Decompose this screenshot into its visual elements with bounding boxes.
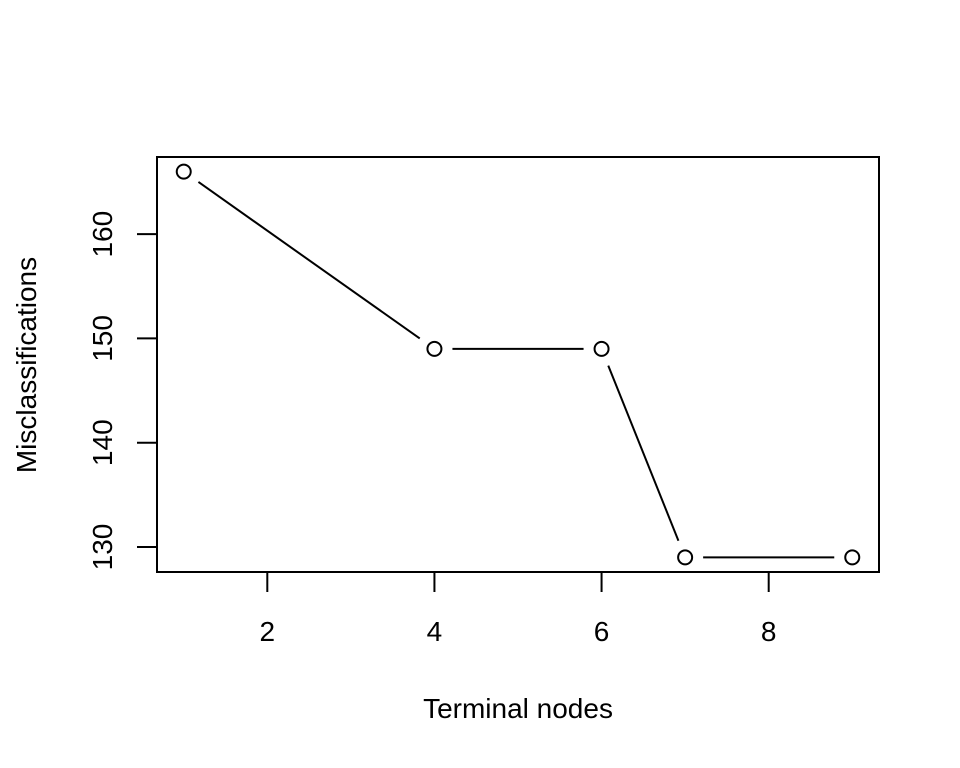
series-misclassifications bbox=[175, 163, 861, 566]
y-tick-label: 150 bbox=[87, 315, 118, 362]
x-tick-label: 6 bbox=[594, 616, 610, 647]
y-axis-title: Misclassifications bbox=[11, 257, 42, 473]
y-tick-label: 130 bbox=[87, 524, 118, 571]
plot-frame bbox=[156, 156, 880, 573]
x-axis-title: Terminal nodes bbox=[423, 693, 613, 724]
data-point bbox=[677, 549, 694, 566]
line-segment bbox=[607, 365, 680, 542]
line-segment bbox=[197, 181, 421, 340]
x-tick-label: 4 bbox=[427, 616, 443, 647]
x-axis: 2 4 6 8 bbox=[260, 572, 777, 647]
data-point bbox=[593, 340, 610, 357]
x-tick-label: 2 bbox=[260, 616, 276, 647]
data-point bbox=[844, 549, 861, 566]
data-point bbox=[175, 163, 192, 180]
data-point bbox=[426, 340, 443, 357]
x-tick-label: 8 bbox=[761, 616, 777, 647]
y-tick-label: 160 bbox=[87, 211, 118, 258]
y-tick-label: 140 bbox=[87, 419, 118, 466]
y-axis: 130 140 150 160 bbox=[87, 211, 157, 571]
